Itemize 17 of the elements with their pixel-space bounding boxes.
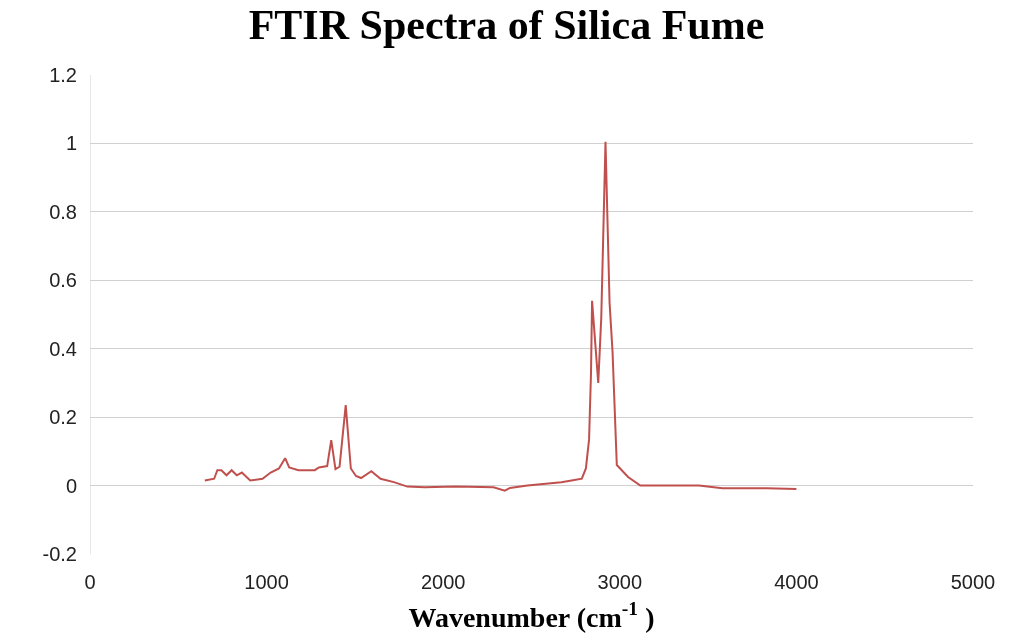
y-tick-label: 0.2 xyxy=(49,406,77,429)
y-tick-label: 1 xyxy=(65,132,77,155)
line-series xyxy=(203,140,798,492)
y-tick-label: 0.8 xyxy=(49,200,77,223)
x-tick-label: 0 xyxy=(84,571,96,593)
x-tick-label: 1000 xyxy=(244,571,289,593)
x-tick-label: 4000 xyxy=(774,571,819,593)
x-axis-title: Wavenumber (cm$^{-1}$ ) xyxy=(408,598,655,634)
x-tick-label: 5000 xyxy=(950,571,996,593)
y-tick-label: 0.4 xyxy=(49,337,77,360)
y-tick-label: -0.2 xyxy=(42,543,77,565)
chart-title: FTIR Spectra of Silica Fume xyxy=(248,1,765,48)
y-tick-label: 0.6 xyxy=(49,269,77,292)
y-tick-label: 0 xyxy=(65,474,77,497)
x-tick-label: 2000 xyxy=(420,571,466,593)
x-tick-label: 3000 xyxy=(597,571,643,593)
y-tick-label: 1.2 xyxy=(49,64,77,86)
